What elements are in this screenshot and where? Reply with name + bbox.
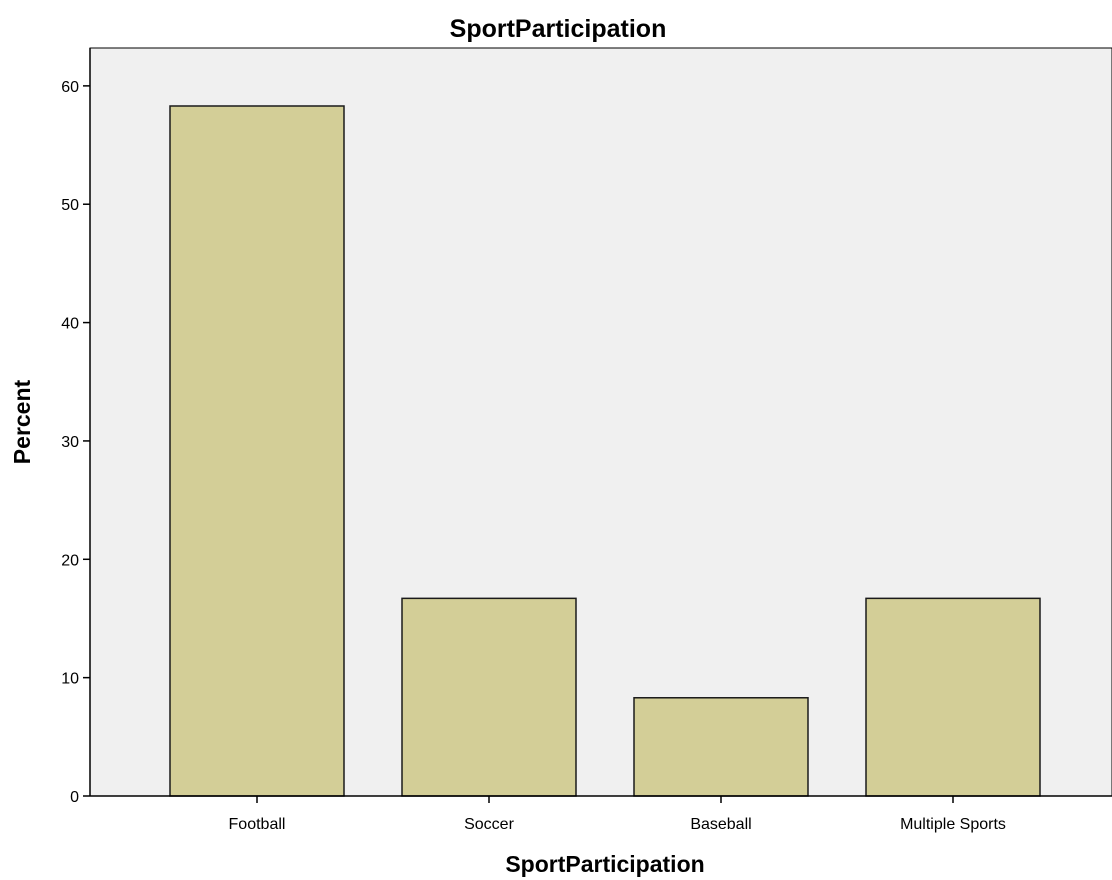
y-axis-title: Percent	[9, 379, 35, 464]
x-tick-label: Baseball	[690, 816, 751, 833]
x-tick-label: Soccer	[464, 816, 514, 833]
y-axis: 0 10 20 30 40 50 60	[61, 79, 90, 806]
bar-baseball	[633, 697, 809, 797]
y-tick-label: 10	[61, 671, 79, 688]
y-tick-label: 40	[61, 316, 79, 333]
bars-group	[169, 105, 1041, 797]
y-tick-label: 0	[70, 789, 79, 806]
x-tick-label: Football	[229, 816, 286, 833]
bar-soccer	[401, 597, 577, 797]
x-tick-label: Multiple Sports	[900, 816, 1006, 833]
y-tick-label: 20	[61, 552, 79, 569]
bar-football	[169, 105, 345, 797]
bar-multiple-sports	[865, 597, 1041, 797]
x-axis-title: SportParticipation	[505, 851, 704, 877]
y-tick-label: 60	[61, 79, 79, 96]
y-tick-label: 30	[61, 434, 79, 451]
y-tick-label: 50	[61, 197, 79, 214]
x-axis: Football Soccer Baseball Multiple Sports	[229, 796, 1006, 833]
chart-title: SportParticipation	[450, 15, 667, 43]
